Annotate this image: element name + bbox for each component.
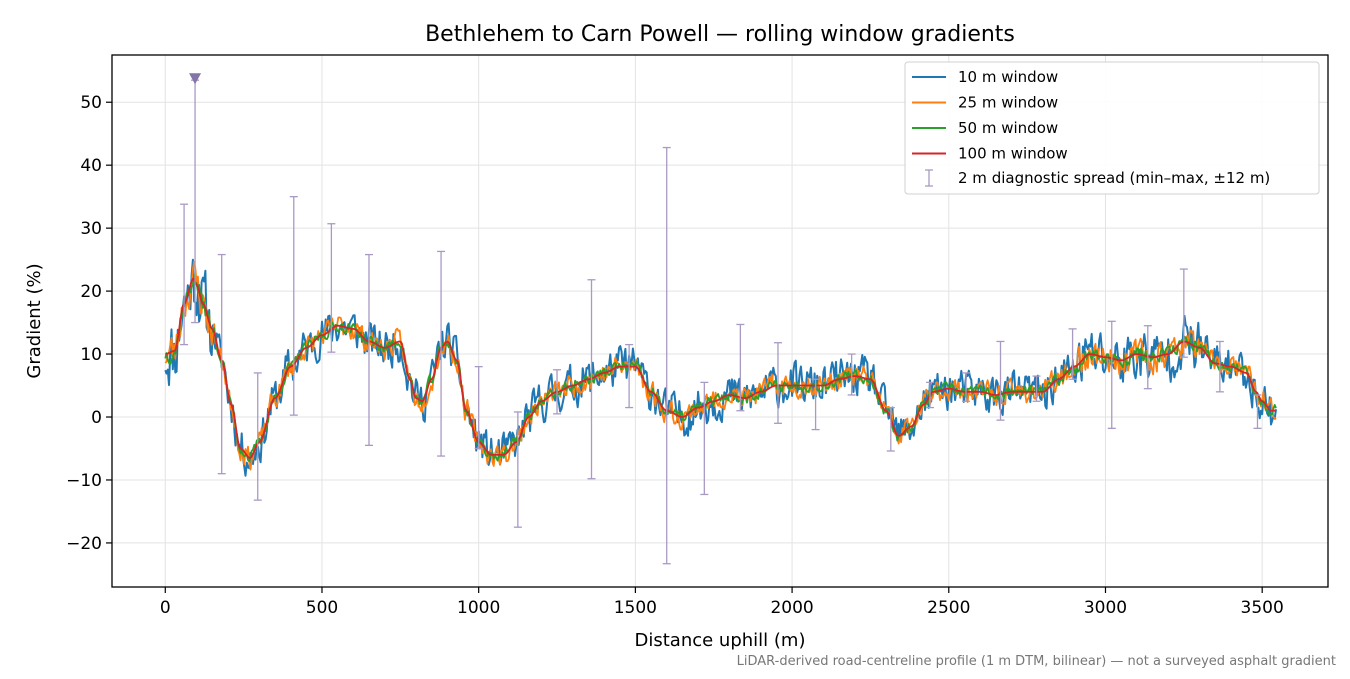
legend-label: 50 m window [958, 119, 1058, 137]
footnote: LiDAR-derived road-centreline profile (1… [737, 654, 1336, 669]
axes: 0 500 1000 1500 2000 2500 3000 3500 −20 −10 0 10 20 3… [66, 54, 1329, 618]
x-tick-label: 1500 [614, 598, 657, 618]
x-tick-label: 3500 [1241, 598, 1284, 618]
diagnostic-bar [925, 381, 934, 409]
x-tick-label: 2000 [770, 598, 813, 618]
x-tick-label: 2500 [927, 598, 970, 618]
y-axis-label: Gradient (%) [24, 263, 45, 378]
y-tick-label: 30 [80, 219, 102, 239]
x-tick-label: 0 [160, 598, 171, 618]
legend-label: 2 m diagnostic spread (min–max, ±12 m) [958, 169, 1270, 187]
y-tick-label: 40 [80, 156, 102, 176]
diagnostic-bar [773, 342, 782, 424]
legend-label: 100 m window [958, 145, 1068, 163]
diagnostic-bar [886, 406, 895, 452]
diagnostic-bar [1215, 340, 1224, 393]
x-tick-label: 1000 [457, 598, 500, 618]
diagnostic-bar [217, 253, 226, 475]
series-line-4 [165, 277, 1276, 459]
series-line-1 [164, 258, 1277, 477]
y-tick-label: 20 [80, 282, 102, 302]
y-tick-label: −10 [66, 471, 102, 491]
series-line-3 [164, 273, 1277, 462]
diagnostic-bar [1068, 328, 1077, 380]
diagnostic-bar [962, 372, 971, 402]
diagnostic-bar [587, 279, 596, 480]
diagnostic-bar [1107, 320, 1116, 429]
x-axis-label: Distance uphill (m) [635, 630, 806, 651]
peak-marker [189, 73, 202, 85]
diagnostic-bar [364, 253, 373, 446]
diagnostic-bar [662, 146, 671, 565]
diagnostic-bar [700, 381, 709, 496]
diagnostic-bar [1253, 394, 1262, 429]
x-tick-label: 500 [306, 598, 338, 618]
legend-label: 10 m window [958, 68, 1058, 86]
x-tick-label: 3000 [1084, 598, 1127, 618]
diagnostic-bar [625, 343, 634, 409]
diagnostic-bar [513, 411, 522, 528]
diagnostic-bar [180, 203, 189, 346]
diagnostic-bar [736, 323, 745, 412]
y-tick-label: 0 [91, 408, 102, 428]
diagnostic-bar [474, 365, 483, 450]
legend: 10 m window 25 m window 50 m window 100 m w… [904, 61, 1320, 195]
diagnostic-bar [437, 250, 446, 457]
diagnostic-bar [553, 369, 562, 415]
diagnostic-bar [811, 378, 820, 431]
diagnostic-bar [327, 223, 336, 353]
y-tick-label: 10 [80, 345, 102, 365]
y-tick-label: 50 [80, 93, 102, 113]
diagnostic-spread-bars [180, 73, 1262, 565]
diagnostic-bar [253, 372, 262, 501]
plot-frame [111, 54, 1329, 588]
diagnostic-bar [1032, 375, 1041, 402]
diagnostic-bar [289, 196, 298, 416]
legend-label: 25 m window [958, 94, 1058, 112]
legend-box [904, 61, 1320, 195]
series-layer [164, 258, 1277, 477]
diagnostic-bar [996, 340, 1005, 421]
y-tick-label: −20 [66, 534, 102, 554]
diagnostic-bar [1179, 268, 1188, 358]
chart-title: Bethlehem to Carn Powell — rolling windo… [425, 22, 1015, 47]
diagnostic-bar [847, 353, 856, 396]
diagnostic-bar [1143, 325, 1152, 390]
